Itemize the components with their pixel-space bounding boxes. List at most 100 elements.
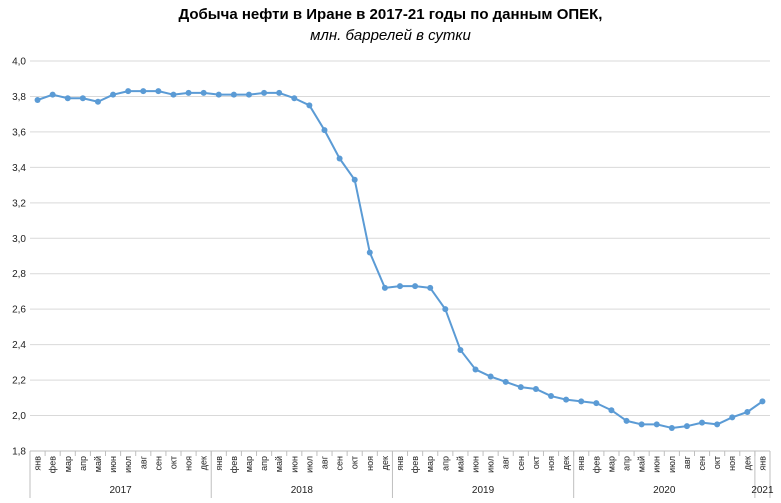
data-point <box>442 306 449 313</box>
y-tick-label: 2,8 <box>12 269 26 280</box>
data-point <box>517 384 524 391</box>
x-tick-label-month: апр <box>259 456 269 471</box>
data-point <box>155 88 162 95</box>
data-point <box>110 91 117 98</box>
x-tick-label-month: окт <box>168 456 178 469</box>
x-tick-label-month: июн <box>652 456 662 473</box>
x-tick-label-month: ноя <box>546 456 556 471</box>
y-tick-label: 1,8 <box>12 447 26 458</box>
x-tick-label-month: янв <box>395 456 405 471</box>
x-tick-label-month: янв <box>757 456 767 471</box>
x-axis: янв фев мар апр май июн июл авг сен окт ноя дек янв ф… <box>29 451 774 498</box>
x-tick-label-month: дек <box>742 456 752 470</box>
data-point <box>170 91 177 98</box>
data-point <box>276 89 283 96</box>
data-point <box>261 89 268 96</box>
x-tick-label-month: ноя <box>365 456 375 471</box>
data-point <box>532 385 539 392</box>
data-point <box>381 284 388 291</box>
data-point <box>94 98 101 105</box>
x-tick-label-month: авг <box>319 455 329 469</box>
x-tick-label-month: июн <box>289 456 299 473</box>
data-point <box>638 421 645 428</box>
x-tick-label-month: июл <box>486 456 496 473</box>
data-point <box>125 88 132 95</box>
data-point <box>397 283 403 290</box>
x-tick-label-month: мар <box>244 456 254 472</box>
y-tick-label: 2,0 <box>12 411 26 422</box>
data-point <box>321 127 328 134</box>
x-tick-label-month: май <box>274 456 284 472</box>
x-tick-label-month: май <box>93 456 103 472</box>
data-point <box>578 398 585 405</box>
y-tick-label: 3,0 <box>12 234 26 245</box>
x-tick-label-month: июл <box>123 456 133 473</box>
data-point <box>336 155 343 162</box>
data-point <box>185 89 192 96</box>
x-tick-label-month: фев <box>48 456 58 473</box>
x-tick-label-month: сен <box>335 456 345 471</box>
x-tick-label-month: авг <box>501 455 511 469</box>
data-point <box>457 346 464 353</box>
x-tick-label-month: окт <box>350 456 360 469</box>
x-tick-label-month: фев <box>591 456 601 473</box>
data-point <box>668 424 675 431</box>
x-tick-label-month: сен <box>153 456 163 471</box>
data-point <box>502 378 509 385</box>
x-year-label: 2017 <box>109 485 132 496</box>
data-point <box>366 249 373 256</box>
data-point <box>608 407 615 414</box>
x-tick-label-month: дек <box>561 456 571 470</box>
x-tick-label-month: сен <box>516 456 526 471</box>
x-tick-label-month: июл <box>667 456 677 473</box>
x-tick-label-month: апр <box>78 456 88 471</box>
data-point <box>759 398 766 405</box>
data-point <box>351 176 358 183</box>
y-tick-label: 3,2 <box>12 198 26 209</box>
x-tick-label-month: мар <box>63 456 73 472</box>
data-point <box>548 393 555 400</box>
data-point <box>472 366 479 373</box>
gridlines <box>30 60 770 452</box>
data-point <box>79 95 86 102</box>
y-tick-label: 3,8 <box>12 92 26 103</box>
x-tick-label-month: мар <box>425 456 435 472</box>
x-tick-label-month: июн <box>108 456 118 473</box>
x-tick-label-month: окт <box>531 456 541 469</box>
x-tick-label-month: апр <box>440 456 450 471</box>
data-point <box>245 91 252 98</box>
x-tick-label-month: авг <box>682 455 692 469</box>
chart-title: Добыча нефти в Иране в 2017-21 годы по д… <box>178 6 603 23</box>
x-tick-label-month: ноя <box>727 456 737 471</box>
x-tick-label-month: дек <box>199 456 209 470</box>
x-tick-label-month: янв <box>33 456 43 471</box>
x-tick-label-month: ноя <box>184 456 194 471</box>
data-point <box>291 95 298 102</box>
chart-subtitle: млн. баррелей в сутки <box>310 27 471 44</box>
x-tick-label-month: июн <box>471 456 481 473</box>
data-point <box>623 417 630 424</box>
data-point <box>487 373 494 380</box>
x-tick-label-month: фев <box>229 456 239 473</box>
data-point <box>200 89 207 96</box>
data-point <box>729 414 736 421</box>
data-point <box>744 409 751 415</box>
x-tick-label-month: янв <box>214 456 224 471</box>
data-point <box>563 396 570 403</box>
x-tick-label-month: май <box>637 456 647 472</box>
x-tick-label-month: авг <box>138 455 148 469</box>
data-point <box>714 421 721 428</box>
x-year-label: 2021 <box>751 485 774 496</box>
data-point <box>593 400 600 407</box>
x-year-label: 2018 <box>291 485 314 496</box>
data-point <box>306 102 313 109</box>
x-tick-label-month: июл <box>304 456 314 473</box>
y-tick-label: 2,2 <box>12 376 26 387</box>
x-tick-label-month: мар <box>606 456 616 472</box>
x-tick-label-month: янв <box>576 456 586 471</box>
data-point <box>34 97 41 103</box>
y-axis: 1,8 2,0 2,2 2,4 2,6 2,8 3,0 3,2 3,4 3,6 3,8 4,0 <box>12 57 26 458</box>
data-point <box>49 91 56 98</box>
x-tick-label-month: апр <box>622 456 632 471</box>
